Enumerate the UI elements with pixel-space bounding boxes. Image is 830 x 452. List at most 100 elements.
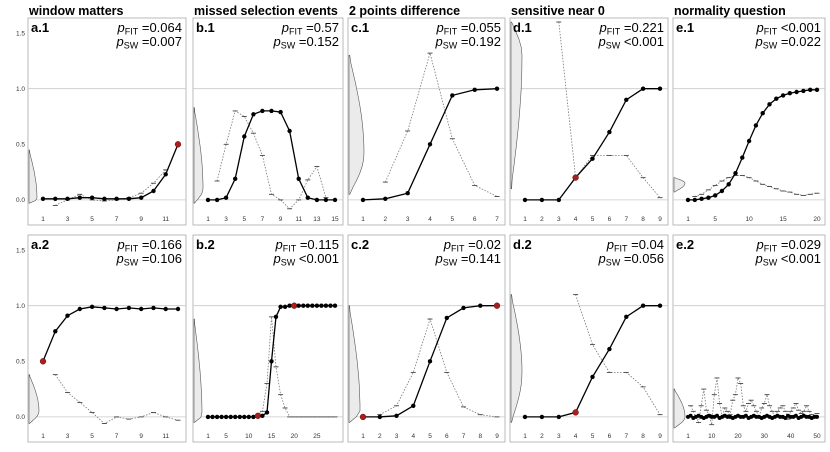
x-tick-label: 20 <box>734 433 742 440</box>
data-point <box>314 303 320 308</box>
panel-id: e.2 <box>676 237 694 252</box>
data-point <box>494 86 500 91</box>
data-point <box>472 87 477 93</box>
data-point <box>478 303 483 308</box>
series-line <box>43 144 179 200</box>
panel-border <box>672 234 826 443</box>
density-shape <box>348 55 365 195</box>
column-title-0: window matters <box>28 4 124 18</box>
data-point <box>624 97 629 103</box>
y-tick-label: 1.5 <box>16 30 25 37</box>
p-sw-value: =0.106 <box>138 251 182 266</box>
density-shape <box>28 374 40 424</box>
data-point <box>780 93 786 98</box>
data-point <box>219 414 224 420</box>
p-fit-label: pFIT <0.001 <box>756 20 821 37</box>
p-fit-label: pFIT =0.57 <box>281 20 339 37</box>
data-point <box>640 86 646 91</box>
data-point <box>296 303 301 308</box>
x-tick-label: 5 <box>242 216 246 223</box>
p-fit-value: =0.04 <box>627 237 664 252</box>
x-tick-label: 7 <box>624 433 628 440</box>
data-point <box>760 111 765 116</box>
data-point <box>685 197 691 203</box>
y-tick-label: 1.0 <box>16 303 25 310</box>
x-tick-label: 5 <box>90 216 94 223</box>
data-point <box>53 196 58 201</box>
p-sw-value: =0.056 <box>620 251 664 266</box>
panel-border <box>27 17 187 226</box>
x-tick-label: 7 <box>115 433 119 440</box>
x-tick-label: 1 <box>206 433 210 440</box>
x-tick-label: 50 <box>813 433 821 440</box>
data-point <box>556 414 561 420</box>
column-titles: window matters missed selection events 2 p… <box>28 4 786 18</box>
p-sw-value: =0.152 <box>295 34 339 49</box>
density-shape <box>673 388 686 429</box>
p-sw-value: =0.022 <box>777 34 821 49</box>
data-point <box>278 109 283 115</box>
x-tick-label: 15 <box>331 216 339 223</box>
x-tick-label: 3 <box>66 216 70 223</box>
data-point <box>139 306 144 312</box>
data-point <box>814 87 820 93</box>
data-point <box>688 413 693 418</box>
data-point <box>233 176 238 181</box>
p-fit-label: pFIT =0.04 <box>606 237 664 254</box>
x-tick-label: 2 <box>540 433 544 440</box>
p-fit-value: =0.055 <box>457 20 501 35</box>
data-point <box>522 414 528 420</box>
data-point <box>539 414 545 420</box>
p-fit-label: pFIT =0.115 <box>274 237 339 254</box>
density-shape <box>193 107 204 204</box>
data-point <box>319 303 324 308</box>
dotted-series <box>54 374 179 425</box>
p-sw-label: pSW =0.152 <box>273 34 339 51</box>
p-fit-label: pFIT =0.02 <box>443 237 501 254</box>
y-tick-label: 1.0 <box>16 86 25 93</box>
data-point <box>323 197 329 203</box>
data-point <box>260 413 265 418</box>
panel-border <box>347 17 506 226</box>
x-tick-label: 1 <box>361 433 365 440</box>
x-tick-label: 1 <box>686 433 690 440</box>
data-point <box>699 196 704 201</box>
x-tick-label: 11 <box>162 216 169 223</box>
p-fit-value: =0.064 <box>138 20 182 35</box>
data-point <box>427 359 433 364</box>
data-point <box>237 414 242 420</box>
x-tick-label: 1 <box>686 216 690 223</box>
p-fit-value: <0.001 <box>777 20 821 35</box>
y-tick-label: 0.0 <box>16 414 25 421</box>
x-tick-label: 2 <box>540 216 544 223</box>
data-point <box>383 196 388 201</box>
x-tick-label: 8 <box>478 433 482 440</box>
p-sw-label: pSW <0.001 <box>598 34 664 51</box>
x-tick-label: 4 <box>574 433 578 440</box>
data-point <box>53 329 58 334</box>
data-point <box>733 171 738 176</box>
data-point <box>794 89 799 95</box>
highlight-point <box>254 412 262 419</box>
data-point <box>719 188 725 194</box>
p-sw-label: pSW =0.192 <box>435 34 501 51</box>
p-fit-label: pFIT =0.055 <box>436 20 501 37</box>
data-point <box>427 142 433 147</box>
x-tick-label: 11 <box>162 433 169 440</box>
x-tick-label: 30 <box>761 433 769 440</box>
x-tick-label: 11 <box>295 216 302 223</box>
data-point <box>808 87 813 93</box>
data-point <box>214 414 220 420</box>
data-point <box>242 134 247 139</box>
data-point <box>246 414 251 420</box>
x-tick-label: 5 <box>450 216 454 223</box>
x-tick-label: 9 <box>139 433 143 440</box>
density-shape <box>28 149 38 204</box>
data-point <box>328 303 333 308</box>
x-tick-label: 7 <box>624 216 628 223</box>
x-tick-label: 7 <box>462 433 466 440</box>
y-tick-label: 0.0 <box>16 197 25 204</box>
data-point <box>450 93 455 98</box>
